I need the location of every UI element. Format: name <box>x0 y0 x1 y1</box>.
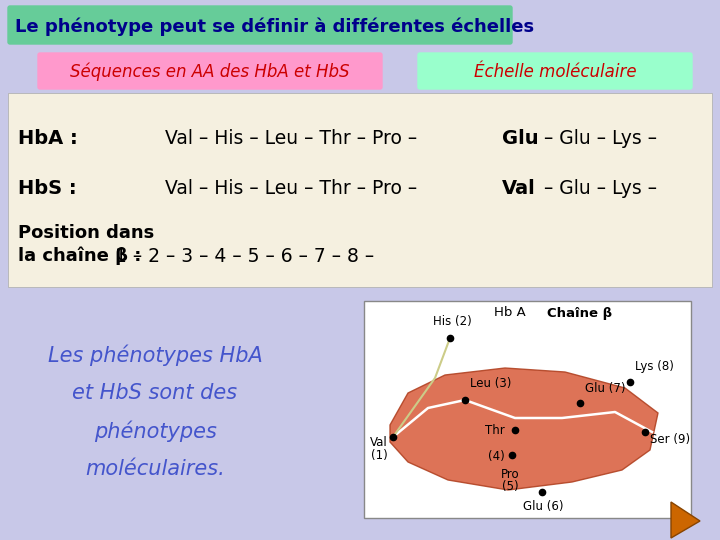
Text: Thr: Thr <box>485 424 505 437</box>
Text: Glu: Glu <box>502 129 539 147</box>
FancyBboxPatch shape <box>364 301 691 518</box>
Text: His (2): His (2) <box>433 315 472 328</box>
Text: Échelle moléculaire: Échelle moléculaire <box>474 63 636 81</box>
Text: la chaîne β :: la chaîne β : <box>18 247 141 265</box>
Text: Val: Val <box>502 179 536 198</box>
Polygon shape <box>390 368 658 490</box>
Text: – Glu – Lys –: – Glu – Lys – <box>538 179 657 198</box>
Text: Chaîne β: Chaîne β <box>547 307 613 320</box>
Text: Val – His – Leu – Thr – Pro –: Val – His – Leu – Thr – Pro – <box>165 179 423 198</box>
Text: Ser (9): Ser (9) <box>650 434 690 447</box>
Text: Val: Val <box>370 435 388 449</box>
FancyBboxPatch shape <box>8 93 712 287</box>
Text: HbA :: HbA : <box>18 129 78 147</box>
Text: Glu (7): Glu (7) <box>585 382 626 395</box>
Text: – Glu – Lys –: – Glu – Lys – <box>538 129 657 147</box>
Text: HbS :: HbS : <box>18 179 76 198</box>
Text: (5): (5) <box>502 480 518 493</box>
Text: Les phénotypes HbA: Les phénotypes HbA <box>48 345 262 366</box>
Polygon shape <box>671 502 700 538</box>
Text: Glu (6): Glu (6) <box>523 500 563 513</box>
FancyBboxPatch shape <box>8 6 512 44</box>
Text: moléculaires.: moléculaires. <box>85 459 225 479</box>
Text: et HbS sont des: et HbS sont des <box>73 383 238 403</box>
Text: Séquences en AA des HbA et HbS: Séquences en AA des HbA et HbS <box>71 63 350 81</box>
Text: Le phénotype peut se définir à différentes échelles: Le phénotype peut se définir à différent… <box>15 18 534 36</box>
Text: Leu (3): Leu (3) <box>470 377 511 390</box>
Text: (1): (1) <box>372 449 388 462</box>
Text: Position dans: Position dans <box>18 224 154 242</box>
Text: Lys (8): Lys (8) <box>635 360 674 373</box>
Text: phénotypes: phénotypes <box>94 420 217 442</box>
Text: Hb A: Hb A <box>494 307 526 320</box>
Text: 1 – 2 – 3 – 4 – 5 – 6 – 7 – 8 –: 1 – 2 – 3 – 4 – 5 – 6 – 7 – 8 – <box>115 246 374 266</box>
FancyBboxPatch shape <box>38 53 382 89</box>
Text: Val – His – Leu – Thr – Pro –: Val – His – Leu – Thr – Pro – <box>165 129 423 147</box>
Text: (4): (4) <box>488 450 505 463</box>
FancyBboxPatch shape <box>418 53 692 89</box>
Text: Pro: Pro <box>500 468 519 481</box>
